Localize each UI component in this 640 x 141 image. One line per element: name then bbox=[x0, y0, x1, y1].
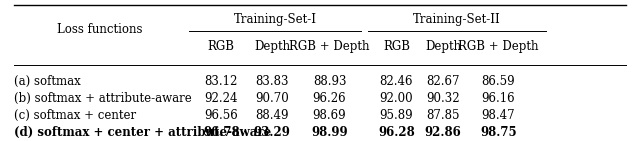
Text: 96.78: 96.78 bbox=[203, 126, 239, 139]
Text: Depth: Depth bbox=[425, 40, 461, 53]
Text: RGB + Depth: RGB + Depth bbox=[458, 40, 539, 53]
Text: 98.47: 98.47 bbox=[482, 109, 515, 122]
Text: 92.00: 92.00 bbox=[380, 92, 413, 105]
Text: Depth: Depth bbox=[254, 40, 291, 53]
Text: 88.93: 88.93 bbox=[313, 75, 346, 88]
Text: Loss functions: Loss functions bbox=[58, 23, 143, 36]
Text: 86.59: 86.59 bbox=[482, 75, 515, 88]
Text: 83.83: 83.83 bbox=[255, 75, 289, 88]
Text: 87.85: 87.85 bbox=[426, 109, 460, 122]
Text: (d) softmax + center + attribute-aware: (d) softmax + center + attribute-aware bbox=[14, 126, 271, 139]
Text: 93.29: 93.29 bbox=[254, 126, 291, 139]
Text: 92.24: 92.24 bbox=[205, 92, 238, 105]
Text: 83.12: 83.12 bbox=[205, 75, 238, 88]
Text: 88.49: 88.49 bbox=[255, 109, 289, 122]
Text: RGB + Depth: RGB + Depth bbox=[289, 40, 370, 53]
Text: 96.16: 96.16 bbox=[482, 92, 515, 105]
Text: 96.26: 96.26 bbox=[313, 92, 346, 105]
Text: 90.70: 90.70 bbox=[255, 92, 289, 105]
Text: 98.75: 98.75 bbox=[480, 126, 516, 139]
Text: Training-Set-II: Training-Set-II bbox=[413, 14, 501, 27]
Text: 82.46: 82.46 bbox=[380, 75, 413, 88]
Text: 96.56: 96.56 bbox=[204, 109, 238, 122]
Text: Training-Set-I: Training-Set-I bbox=[234, 14, 317, 27]
Text: 96.28: 96.28 bbox=[378, 126, 415, 139]
Text: 98.69: 98.69 bbox=[313, 109, 346, 122]
Text: RGB: RGB bbox=[383, 40, 410, 53]
Text: 90.32: 90.32 bbox=[426, 92, 460, 105]
Text: 92.86: 92.86 bbox=[424, 126, 461, 139]
Text: (a) softmax: (a) softmax bbox=[14, 75, 81, 88]
Text: (b) softmax + attribute-aware: (b) softmax + attribute-aware bbox=[14, 92, 192, 105]
Text: RGB: RGB bbox=[208, 40, 235, 53]
Text: 82.67: 82.67 bbox=[426, 75, 460, 88]
Text: (c) softmax + center: (c) softmax + center bbox=[14, 109, 136, 122]
Text: 95.89: 95.89 bbox=[380, 109, 413, 122]
Text: 98.99: 98.99 bbox=[311, 126, 348, 139]
